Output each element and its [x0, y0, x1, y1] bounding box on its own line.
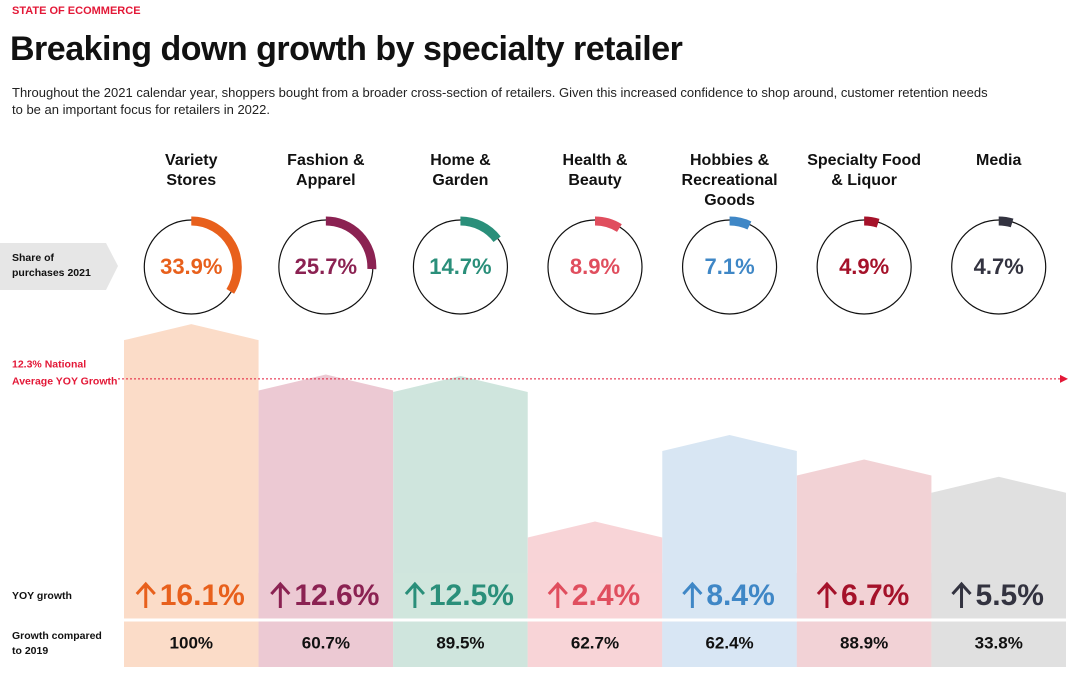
growth-2019-cell: [931, 622, 1066, 667]
growth-2019-cell: [527, 622, 663, 667]
category-label: Fashion & Apparel: [287, 152, 365, 189]
yoy-label: 6.7%: [841, 579, 909, 612]
share-arc: [729, 216, 752, 230]
kicker: STATE OF ECOMMERCE: [12, 5, 141, 17]
share-label: 8.9%: [570, 254, 620, 279]
growth-2019-cell: [124, 622, 259, 667]
growth-2019-label: 89.5%: [436, 633, 484, 652]
share-arc: [863, 216, 880, 228]
row-label: Growth compared to 2019: [12, 630, 102, 657]
growth-2019-cell: [393, 622, 528, 667]
subtitle: Throughout the 2021 calendar year, shopp…: [12, 85, 988, 117]
growth-2019-label: 88.9%: [840, 633, 888, 652]
growth-2019-cell: [662, 622, 797, 667]
up-arrow: [816, 581, 838, 608]
row-tag: [0, 243, 118, 290]
yoy-label: 5.5%: [976, 579, 1044, 612]
yoy-cell: [527, 573, 663, 618]
category-label: Media: [976, 152, 1022, 169]
category-label: Hobbies & Recreational Goods: [681, 152, 778, 209]
row-label: Share of purchases 2021: [12, 252, 91, 279]
yoy-label: 12.6%: [294, 579, 379, 612]
up-arrow: [270, 581, 291, 608]
share-arc: [460, 216, 501, 243]
category-label: Variety Stores: [165, 152, 218, 189]
up-arrow: [135, 581, 156, 608]
up-arrow: [404, 581, 426, 608]
yoy-cell: [796, 573, 932, 618]
yoy-label: 8.4%: [706, 579, 774, 612]
up-arrow: [682, 581, 703, 608]
share-arc: [594, 216, 622, 232]
share-label: 4.9%: [839, 254, 889, 279]
share-arc: [191, 216, 242, 294]
share-arc: [325, 216, 377, 270]
share-label: 25.7%: [295, 254, 357, 279]
up-arrow: [547, 581, 568, 608]
category-label: Specialty Food & Liquor: [807, 152, 922, 189]
national-average-label: Average YOY Growth: [12, 376, 117, 388]
row-label: YOY growth: [12, 590, 72, 602]
growth-2019-label: 60.7%: [302, 633, 350, 652]
yoy-label: 12.5%: [429, 579, 514, 612]
share-arc: [998, 216, 1014, 228]
yoy-label: 16.1%: [160, 579, 245, 612]
share-label: 33.9%: [160, 254, 222, 279]
share-label: 7.1%: [704, 254, 754, 279]
share-label: 14.7%: [429, 254, 491, 279]
title: Breaking down growth by specialty retail…: [10, 30, 683, 68]
yoy-cell: [662, 573, 797, 618]
category-label: Health & Beauty: [562, 152, 628, 189]
national-average-label: 12.3% National: [12, 359, 86, 371]
up-arrow: [951, 581, 972, 608]
yoy-label: 2.4%: [572, 579, 640, 612]
yoy-cell: [931, 573, 1066, 618]
growth-2019-label: 62.7%: [571, 633, 619, 652]
growth-2019-cell: [796, 622, 932, 667]
arrow-head: [1060, 374, 1068, 383]
growth-2019-label: 62.4%: [705, 633, 753, 652]
share-label: 4.7%: [974, 254, 1024, 279]
growth-2019-label: 100%: [170, 633, 213, 652]
category-label: Home & Garden: [430, 152, 491, 189]
growth-2019-label: 33.8%: [975, 633, 1023, 652]
growth-2019-cell: [258, 622, 394, 667]
